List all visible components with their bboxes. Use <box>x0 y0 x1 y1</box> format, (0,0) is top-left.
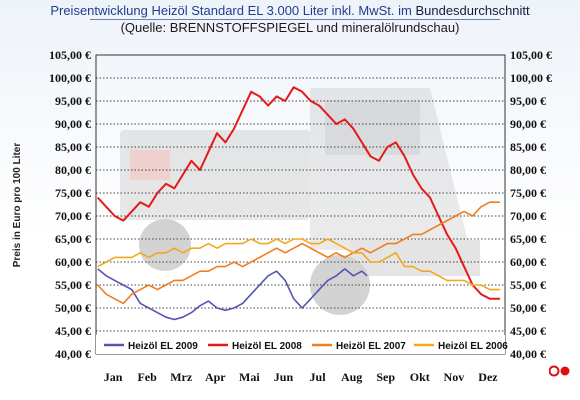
y-tick-label-left: 105,00 € <box>49 48 91 62</box>
y-tick-label-left: 90,00 € <box>55 117 91 131</box>
y-tick-label-right: 60,00 € <box>510 255 546 269</box>
y-tick-label-right: 90,00 € <box>510 117 546 131</box>
y-tick-label-left: 45,00 € <box>55 324 91 338</box>
y-tick-label-left: 85,00 € <box>55 140 91 154</box>
series-line-2 <box>96 86 500 300</box>
y-tick-label-right: 105,00 € <box>510 48 552 62</box>
y-tick-label-left: 40,00 € <box>55 347 91 361</box>
x-tick-label: Dez <box>478 370 498 384</box>
x-tick-label: Mai <box>239 370 260 384</box>
legend-item: Heizöl EL 2009 <box>104 341 198 352</box>
y-tick-label-left: 100,00 € <box>49 71 91 85</box>
y-tick-label-right: 75,00 € <box>510 186 546 200</box>
x-tick-label: Apr <box>205 370 226 384</box>
legend-item: Heizöl EL 2008 <box>208 341 302 352</box>
y-tick-label-right: 80,00 € <box>510 163 546 177</box>
y-tick-label-right: 65,00 € <box>510 232 546 246</box>
chart-subtitle: (Quelle: BRENNSTOFFSPIEGEL und mineralöl… <box>120 20 460 35</box>
x-tick-label: Mrz <box>170 370 193 384</box>
legend-label: Heizöl EL 2006 <box>438 341 508 352</box>
y-tick-label-right: 45,00 € <box>510 324 546 338</box>
y-tick-label-left: 65,00 € <box>55 232 91 246</box>
chart-title: Preisentwicklung Heizöl Standard EL 3.00… <box>0 3 580 19</box>
truck-background-image <box>120 88 480 315</box>
legend-item: Heizöl EL 2007 <box>312 341 406 352</box>
x-tick-label: Nov <box>444 370 465 384</box>
grid-lines <box>96 77 505 332</box>
legend-label: Heizöl EL 2009 <box>128 341 198 352</box>
series-line-1 <box>97 268 368 321</box>
chart-legend: Heizöl EL 2009 Heizöl EL 2008 Heizöl EL 20… <box>104 341 508 352</box>
series-line-4 <box>97 238 500 291</box>
legend-item: Heizöl EL 2006 <box>414 341 508 352</box>
y-tick-label-left: 70,00 € <box>55 209 91 223</box>
y-tick-label-left: 60,00 € <box>55 255 91 269</box>
x-tick-label: Jul <box>310 370 327 384</box>
y-tick-label-right: 55,00 € <box>510 278 546 292</box>
y-tick-label-right: 40,00 € <box>510 347 546 361</box>
y-tick-label-right: 95,00 € <box>510 94 546 108</box>
publisher-logo-icon <box>549 365 570 377</box>
x-tick-label: Aug <box>341 370 362 384</box>
y-axis-right: 40,00 € 45,00 € 50,00 € 55,00 € 60,00 € 65,00… <box>510 48 552 361</box>
y-tick-label-right: 50,00 € <box>510 301 546 315</box>
x-tick-label: Jan <box>104 370 123 384</box>
data-series <box>96 86 500 321</box>
y-tick-label-left: 50,00 € <box>55 301 91 315</box>
x-axis: Jan Feb Mrz Apr Mai Jun Jul Aug Sep Okt Nov Dez <box>104 370 499 384</box>
x-tick-label: Sep <box>376 370 395 384</box>
y-tick-label-left: 95,00 € <box>55 94 91 108</box>
x-tick-label: Okt <box>410 370 430 384</box>
chart-title-main: Preisentwicklung Heizöl Standard EL 3.00… <box>50 3 412 18</box>
y-tick-label-right: 100,00 € <box>510 71 552 85</box>
y-tick-label-right: 85,00 € <box>510 140 546 154</box>
y-tick-label-right: 70,00 € <box>510 209 546 223</box>
legend-background <box>96 335 505 354</box>
y-axis-label: Preis in Euro pro 100 Liter <box>12 143 23 268</box>
y-tick-label-left: 75,00 € <box>55 186 91 200</box>
y-tick-label-left: 80,00 € <box>55 163 91 177</box>
x-tick-label: Jun <box>274 370 294 384</box>
x-tick-label: Feb <box>137 370 157 384</box>
chart-title-end: Bundesdurchschnitt <box>415 3 530 18</box>
legend-label: Heizöl EL 2008 <box>232 341 302 352</box>
y-tick-label-left: 55,00 € <box>55 278 91 292</box>
series-line-3 <box>97 201 500 305</box>
title-divider <box>90 19 500 20</box>
y-axis-left: 40,00 € 45,00 € 50,00 € 55,00 € 60,00 € 65,00… <box>49 48 91 361</box>
legend-label: Heizöl EL 2007 <box>336 341 406 352</box>
